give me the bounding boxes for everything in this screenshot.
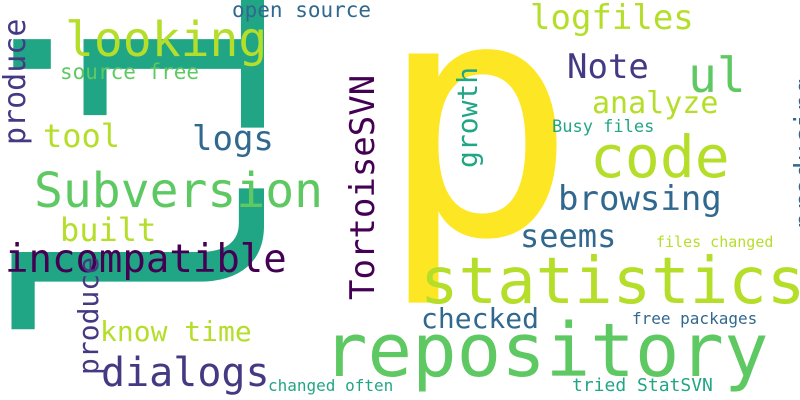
- word-files-changed: files changed: [656, 233, 774, 251]
- word-free-packages: free packages: [632, 309, 758, 328]
- word-producing: producing: [788, 77, 800, 229]
- word-dialogs: dialogs: [101, 350, 270, 396]
- word-code: code: [590, 123, 730, 191]
- word-note: Note: [567, 47, 649, 87]
- word-tool: tool: [43, 117, 121, 155]
- word-subversion: Subversion: [34, 163, 323, 219]
- word-ul: ul: [688, 48, 746, 104]
- word-incompatible: incompatible: [5, 237, 287, 282]
- word-know-time: know time: [100, 315, 252, 348]
- word-tried-statsvn: tried StatSVN: [572, 375, 713, 396]
- word-busy-files: Busy files: [552, 117, 655, 137]
- word-open-source: open source: [232, 0, 372, 22]
- word-p: p: [378, 0, 577, 312]
- word-repository: repository: [323, 308, 769, 394]
- word-growth: growth: [451, 66, 484, 168]
- word-produce-bottom: produce: [72, 256, 105, 375]
- word-source-free: source free: [60, 60, 200, 84]
- word-tortoisesvn: TortoiseSVN: [343, 74, 383, 300]
- word-analyze: analyze: [592, 86, 719, 121]
- word-produce-left: produce: [0, 18, 33, 145]
- word-browsing: browsing: [558, 179, 722, 219]
- word-logs: logs: [192, 119, 274, 159]
- word-logfiles: logfiles: [530, 0, 694, 38]
- word-built: built: [60, 211, 157, 249]
- word-changed-often: changed often: [268, 376, 394, 395]
- word-statistics: statistics: [420, 245, 800, 319]
- word-checked: checked: [421, 302, 540, 335]
- word-looking: looking: [65, 12, 268, 68]
- word-seems: seems: [520, 217, 617, 255]
